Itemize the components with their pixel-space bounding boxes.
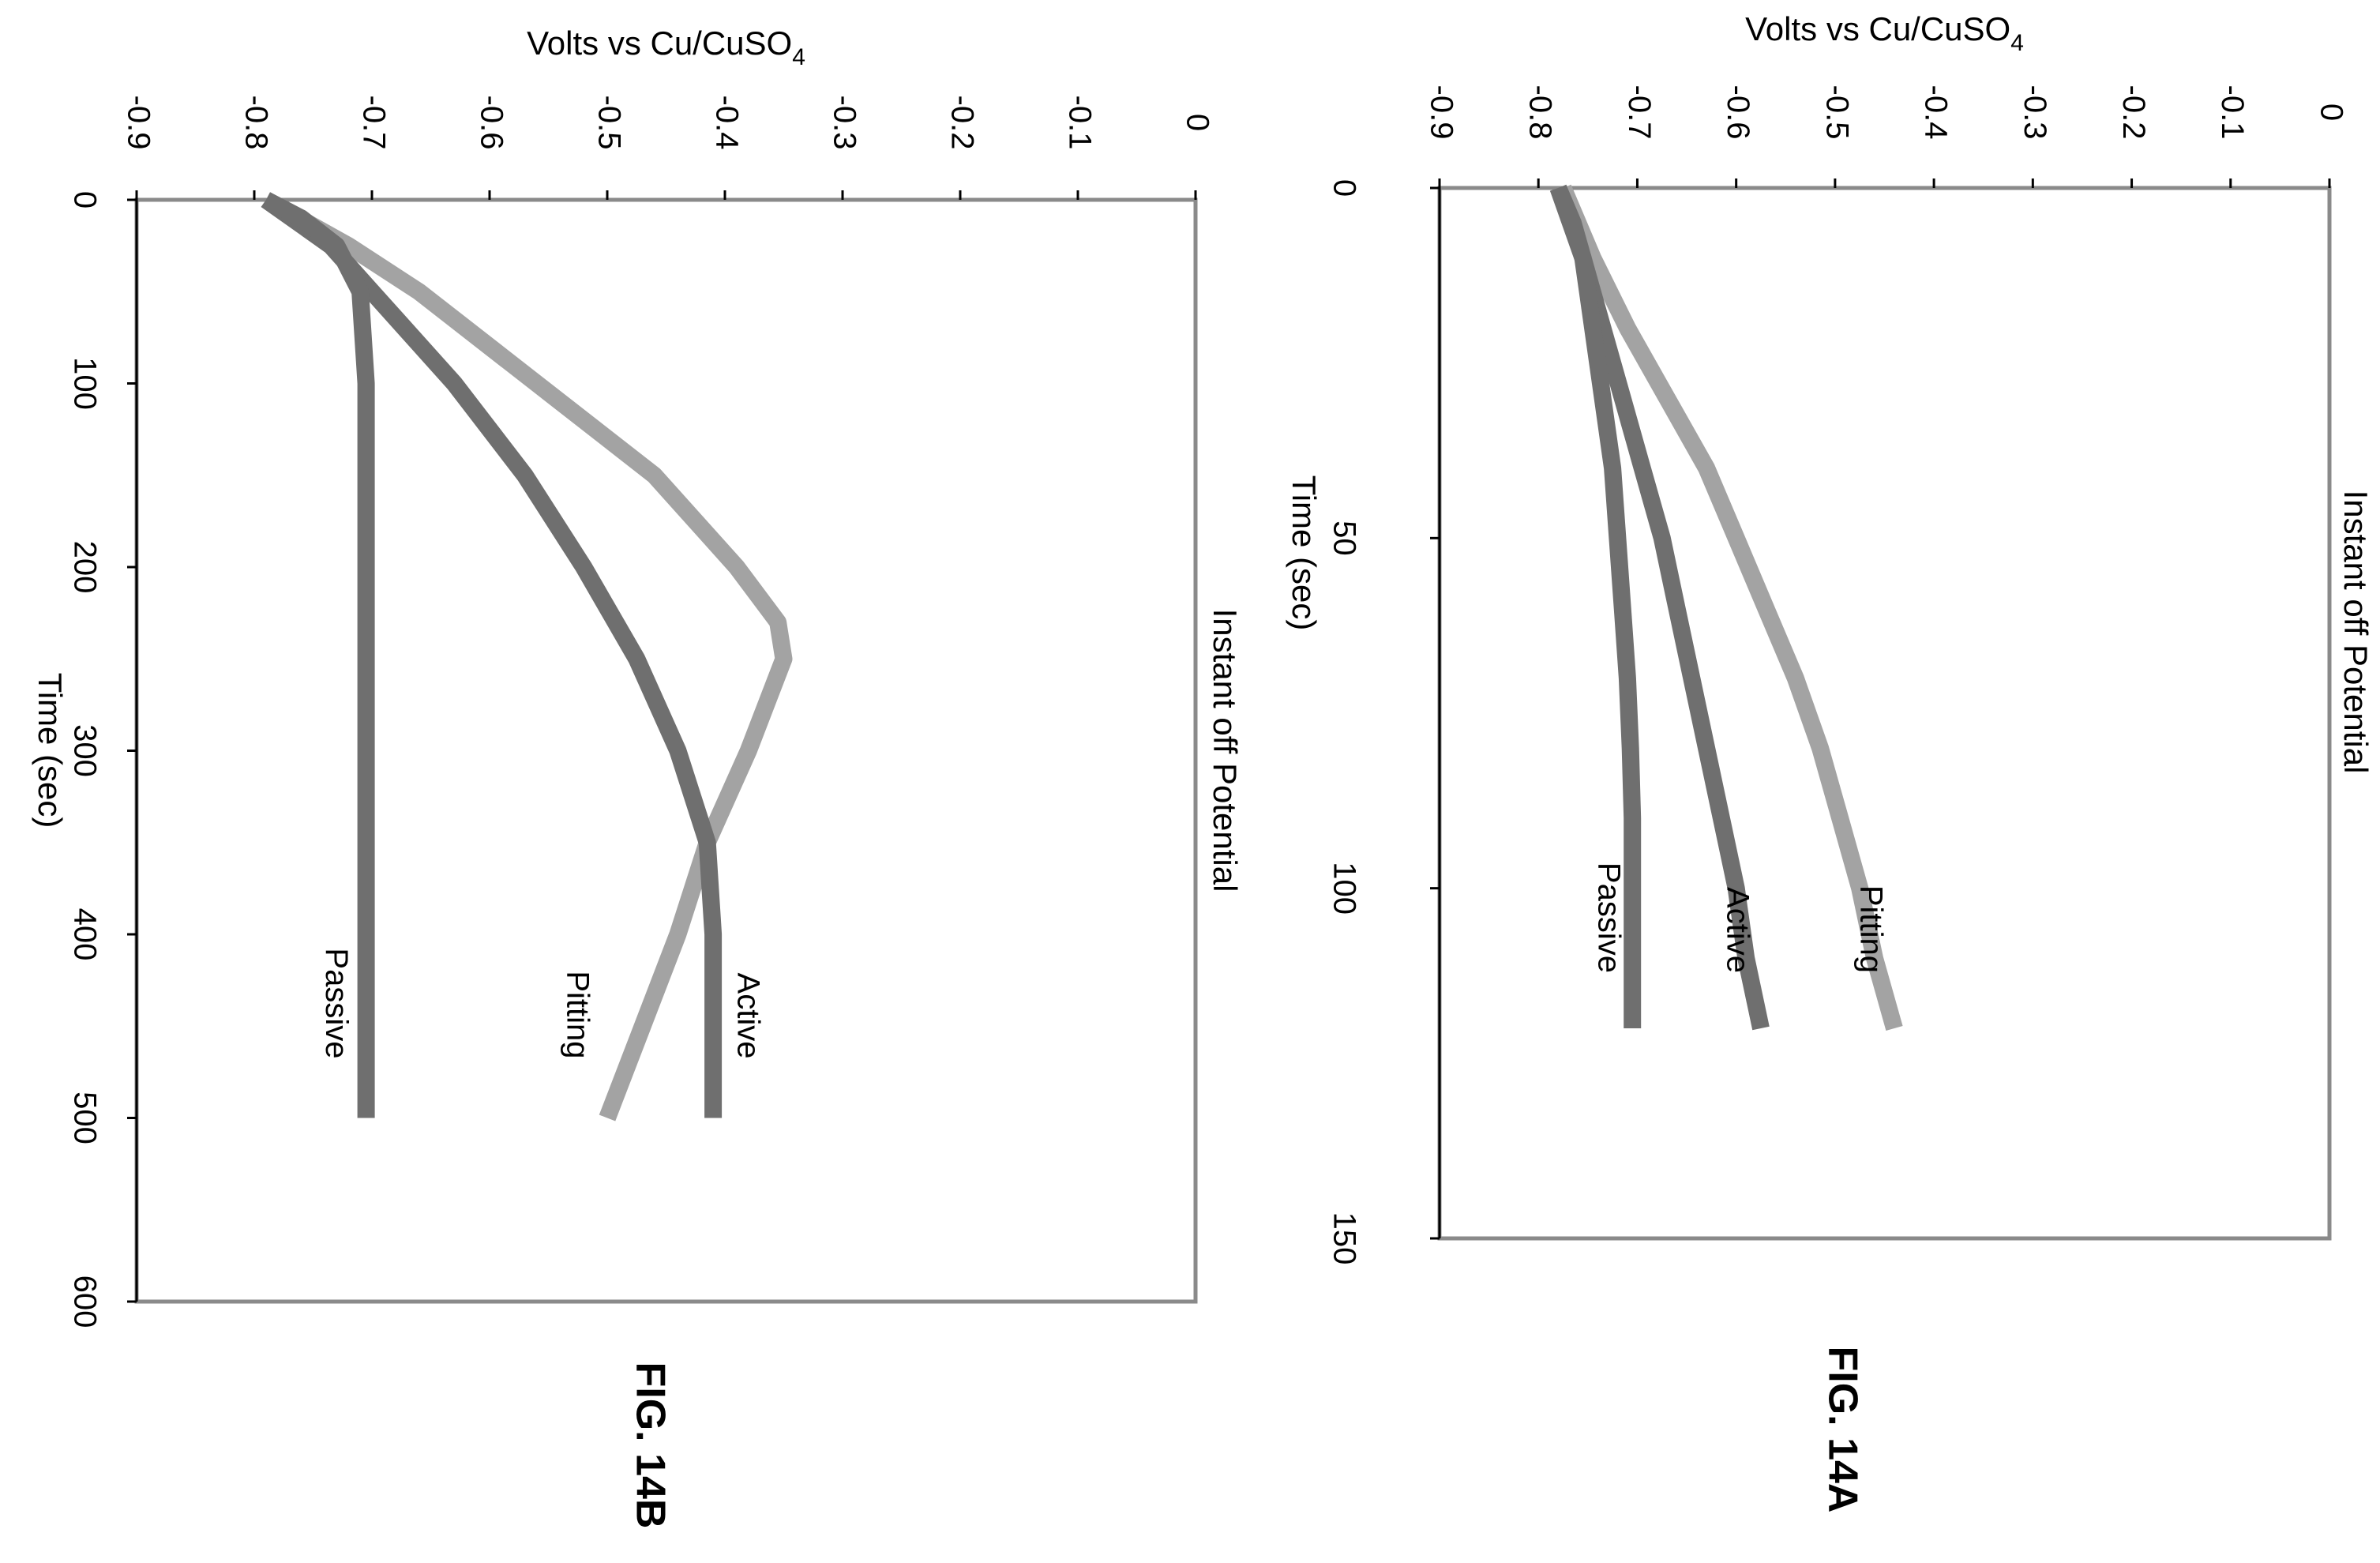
- time-axis-label: Time (sec): [1286, 475, 1323, 631]
- voltage-axis-label: Volts vs Cu/CuSO4: [1745, 10, 2024, 56]
- voltage-tick-label: -0.5: [591, 96, 626, 150]
- voltage-tick-label: -0.4: [1919, 85, 1954, 140]
- series-label-active: Active: [1720, 887, 1755, 973]
- plot-frame: [134, 197, 1198, 1304]
- series-label-pitting: Pitting: [560, 971, 595, 1058]
- series-line-pitting: [261, 192, 793, 1122]
- voltage-tick-label: -0.8: [1523, 85, 1558, 140]
- voltage-tick-label: -0.3: [827, 96, 862, 150]
- voltage-tick-label: -0.1: [1062, 96, 1097, 150]
- time-tick-label: 150: [1327, 1212, 1361, 1265]
- voltage-tick-label: -0.9: [121, 96, 156, 150]
- voltage-tick-label: -0.3: [2018, 85, 2052, 140]
- time-tick-label: 50: [1327, 520, 1361, 556]
- series-line-passive: [261, 192, 375, 1118]
- voltage-axis-label-subscript: 4: [792, 44, 805, 70]
- time-tick-label: 100: [1327, 862, 1361, 915]
- voltage-tick-label: -0.6: [474, 96, 509, 150]
- chart-title: Instant off Potential: [1207, 609, 1244, 892]
- series-label-pitting: Pitting: [1853, 885, 1888, 973]
- voltage-tick-label: -0.2: [944, 96, 979, 150]
- series-line-active: [1549, 185, 1770, 1031]
- time-tick-label: 0: [67, 191, 102, 209]
- figure-label: FIG. 14A: [1819, 1347, 1865, 1513]
- series-label-passive: Passive: [319, 948, 354, 1058]
- voltage-tick-label: -0.7: [356, 96, 391, 150]
- voltage-tick-label: -0.2: [2116, 85, 2151, 140]
- time-tick-label: 0: [1327, 179, 1361, 197]
- voltage-tick-label: -0.8: [238, 96, 273, 150]
- voltage-tick-label: -0.1: [2215, 85, 2250, 140]
- time-tick-label: 500: [67, 1091, 102, 1144]
- time-tick-label: 200: [67, 541, 102, 594]
- plot-frame: [1437, 186, 2332, 1241]
- series-label-passive: Passive: [1592, 862, 1627, 973]
- time-tick-label: 400: [67, 908, 102, 961]
- voltage-tick-label: -0.6: [1721, 85, 1755, 140]
- series-label-active: Active: [731, 973, 766, 1059]
- voltage-tick-label: 0: [1180, 114, 1214, 131]
- series-line-passive: [1550, 184, 1642, 1028]
- series-line-pitting: [1555, 184, 1903, 1031]
- chart-title: Instant off Potential: [2337, 490, 2374, 774]
- voltage-axis-label: Volts vs Cu/CuSO4: [527, 24, 805, 70]
- voltage-tick-label: -0.5: [1819, 85, 1854, 140]
- voltage-tick-label: 0: [2314, 103, 2348, 121]
- voltage-axis-label-subscript: 4: [2010, 30, 2024, 56]
- time-tick-label: 100: [67, 357, 102, 410]
- fig-14a-chart: -0.9 -0.8 -0.7 -0.6 -0.5 -0.4 -0.3 -0.2 -0.1 0 Vol…: [1286, 10, 2374, 1512]
- time-axis-label: Time (sec): [32, 673, 69, 828]
- figure-label: FIG. 14B: [627, 1362, 673, 1529]
- time-tick-label: 300: [67, 724, 102, 777]
- voltage-tick-label: -0.9: [1424, 85, 1458, 140]
- fig-14b-chart: -0.9 -0.8 -0.7 -0.6 -0.5 -0.4 -0.3 -0.2 -0.1 0 Vol…: [32, 24, 1244, 1528]
- time-tick-label: 600: [67, 1276, 102, 1328]
- voltage-tick-label: -0.4: [709, 96, 744, 150]
- voltage-tick-label: -0.7: [1622, 85, 1657, 140]
